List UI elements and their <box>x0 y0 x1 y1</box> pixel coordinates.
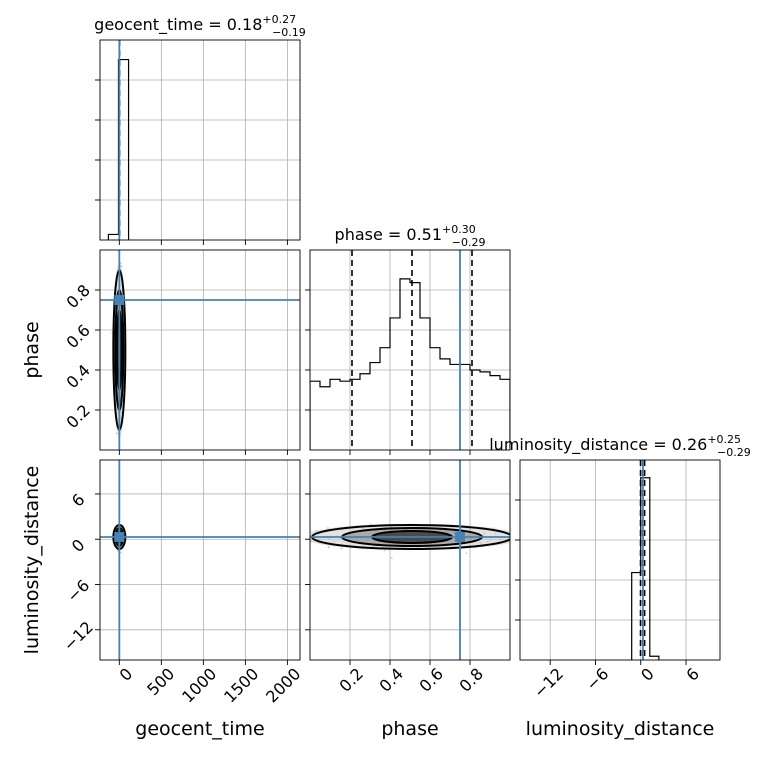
ytick-label-luminosity_distance: −6 <box>63 576 93 606</box>
sample-point <box>340 547 343 550</box>
grid-0-0 <box>100 40 300 240</box>
xtick-label-luminosity_distance: −6 <box>582 664 612 694</box>
sample-point <box>116 549 119 552</box>
panel-frame-2-2 <box>519 459 721 661</box>
xtick-label-geocent_time: 500 <box>143 664 178 699</box>
panel-frame-2-0 <box>99 459 301 661</box>
ytick-label-phase: 0.6 <box>63 321 94 352</box>
xtick-label-phase: 0.2 <box>336 664 367 695</box>
panel-frame-1-0 <box>99 249 301 451</box>
title-prefix: phase = 0.51 <box>335 225 442 244</box>
ytick-label-luminosity_distance: −12 <box>60 618 97 655</box>
ytick-label-luminosity_distance: 6 <box>68 490 89 511</box>
xaxis-label-luminosity_distance: luminosity_distance <box>526 718 715 740</box>
hist-step-luminosity_distance <box>631 477 660 660</box>
panel-title-geocent_time: geocent_time = 0.18+0.27 −0.19 <box>94 13 306 39</box>
grid-2-1 <box>310 460 510 660</box>
panel-title-phase: phase = 0.51+0.30 −0.29 <box>335 223 486 249</box>
truth-markers <box>100 40 644 660</box>
title-plus: +0.27 <box>262 13 296 26</box>
grid-2-0 <box>100 460 300 660</box>
xtick-label-phase: 0.6 <box>416 664 447 695</box>
hist-luminosity_distance <box>631 460 660 660</box>
xtick-label-luminosity_distance: 0 <box>637 664 658 685</box>
title-plus: +0.30 <box>442 223 476 236</box>
sample-point <box>465 552 468 555</box>
sample-point <box>528 537 530 539</box>
sample-point <box>369 523 372 525</box>
sample-point <box>115 432 118 435</box>
ytick-label-luminosity_distance: 0 <box>68 535 89 556</box>
hist-phase <box>310 250 510 450</box>
axis-labels: phasegeocent_timeluminosity_distancephas… <box>21 321 714 740</box>
sample-point <box>383 549 386 552</box>
xtick-label-geocent_time: 0 <box>116 664 137 685</box>
sample-point <box>531 537 533 539</box>
ytick-label-phase: 0.8 <box>63 281 94 312</box>
grid-1-0 <box>100 250 300 450</box>
sample-point <box>116 500 118 502</box>
sample-point <box>531 529 533 531</box>
xtick-label-phase: 0.8 <box>456 664 487 695</box>
grid-1-1 <box>310 250 510 450</box>
grid-2-2 <box>520 460 720 660</box>
title-prefix: geocent_time = 0.18 <box>94 15 262 35</box>
xaxis-label-geocent_time: geocent_time <box>135 718 264 740</box>
panel-frame-1-1 <box>309 249 511 451</box>
truth-geocent_time-luminosity_distance <box>100 460 300 660</box>
xtick-label-phase: 0.4 <box>376 664 407 695</box>
grid-lines <box>100 40 720 660</box>
panel-titles: geocent_time = 0.18+0.27 −0.19 phase = 0.5… <box>94 13 751 459</box>
xtick-label-geocent_time: 1000 <box>178 664 220 706</box>
yaxis-label-phase: phase <box>21 321 43 378</box>
xtick-label-luminosity_distance: 6 <box>682 664 703 685</box>
truth-geocent_time-phase <box>100 250 300 450</box>
truth-marker <box>114 295 125 305</box>
panel-title-luminosity_distance: luminosity_distance = 0.26+0.25 −0.29 <box>489 433 751 459</box>
title-plus: +0.25 <box>707 433 741 446</box>
xaxis-label-phase: phase <box>381 718 438 740</box>
ytick-label-phase: 0.2 <box>63 401 94 432</box>
xtick-label-geocent_time: 1500 <box>220 664 262 706</box>
truth-marker <box>455 531 465 542</box>
tick-labels: 0.2 0.4 0.6 0.8 0 500 1000 1500 2000 −12 −6 0 6 0.2 0.… <box>60 281 703 707</box>
panel-frames <box>95 39 721 665</box>
truth-marker <box>114 531 125 542</box>
sample-point <box>390 557 393 559</box>
title-minus: −0.29 <box>717 446 751 459</box>
xtick-label-geocent_time: 2000 <box>262 664 304 706</box>
truth-phase-luminosity_distance <box>310 460 510 660</box>
xtick-label-luminosity_distance: −12 <box>530 664 567 701</box>
sample-point <box>327 546 330 549</box>
title-minus: −0.29 <box>452 236 486 249</box>
hist-step-phase <box>310 278 510 450</box>
sample-point <box>120 551 122 554</box>
title-minus: −0.19 <box>272 26 306 39</box>
title-prefix: luminosity_distance = 0.26 <box>489 435 707 455</box>
panel-frame-2-1 <box>309 459 511 661</box>
yaxis-label-luminosity_distance: luminosity_distance <box>21 466 43 655</box>
histograms <box>107 40 660 660</box>
panel-frame-0-0 <box>99 39 301 241</box>
ytick-label-phase: 0.4 <box>63 361 94 392</box>
